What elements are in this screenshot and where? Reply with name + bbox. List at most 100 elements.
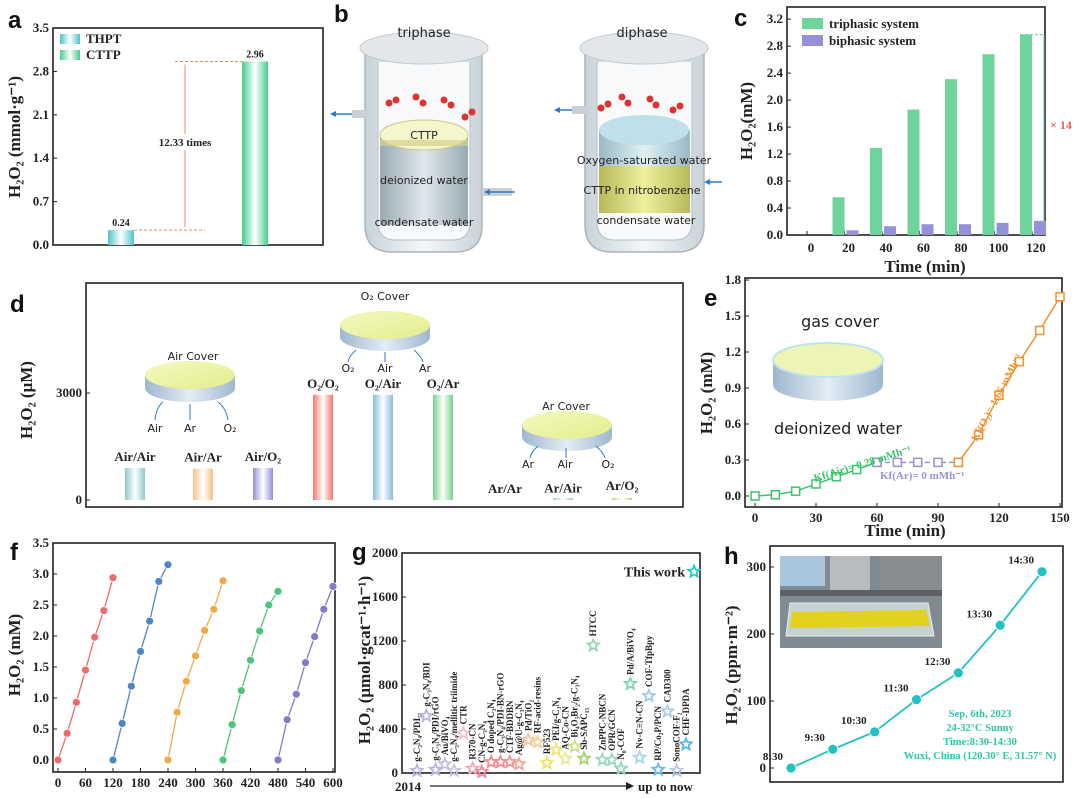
y-tick-label: 2.5	[33, 597, 50, 612]
y-tick-label: 0.9	[725, 380, 742, 395]
bar-biphasic	[884, 226, 896, 235]
data-point	[108, 755, 118, 765]
data-marker	[973, 430, 984, 440]
bar-biphasic	[1034, 220, 1046, 235]
material-label: g-C₃N₄/BDI	[421, 662, 431, 707]
data-point	[227, 720, 237, 730]
cttp-edge	[380, 140, 468, 146]
photo-yellow-film	[790, 610, 930, 628]
y-tick-label: 3.2	[767, 11, 783, 26]
photo-sky	[780, 556, 825, 586]
data-point	[911, 694, 922, 706]
material-label: O doped C₃N₄	[486, 699, 496, 753]
oxygen-saturated-water-label: Oxygen-saturated water	[577, 154, 712, 167]
material-label: Ag@U-g-C₃N₄	[514, 700, 524, 755]
legend-swatch	[802, 35, 823, 46]
arrow-head	[330, 111, 336, 117]
data-point	[90, 632, 100, 642]
data-marker	[872, 457, 882, 468]
bar-category-label: Air/Air	[114, 449, 155, 464]
bar-triphasic	[907, 109, 920, 235]
inset-gas-label: O₂	[341, 362, 354, 375]
data-star	[622, 675, 639, 691]
x-tick-label: 420	[241, 775, 261, 790]
data-point	[301, 658, 310, 668]
material-label: Pd/A/BiVO₄	[625, 628, 635, 675]
data-point	[126, 681, 136, 691]
y-tick-label: 0.0	[33, 752, 49, 767]
plot-frame	[401, 552, 701, 774]
bar	[193, 468, 213, 500]
y-tick-label: 1600	[372, 589, 398, 604]
y-tick-label: 3000	[56, 385, 82, 400]
data-point	[218, 576, 228, 586]
condensate-water-label: condensate water	[375, 216, 474, 229]
outlet-port	[352, 110, 366, 118]
data-marker	[811, 479, 821, 489]
panel-label-f: f	[10, 539, 19, 566]
cttp-in-nitrobenzene-label: CTTP in nitrobenzene	[584, 184, 701, 197]
data-point	[145, 616, 155, 626]
data-point	[172, 707, 182, 717]
legend-label: triphasic system	[829, 16, 919, 31]
data-marker	[770, 490, 781, 500]
arrow-head	[626, 782, 634, 790]
inset-title: Ar Cover	[542, 400, 590, 413]
y-axis-label: H₂O₂ (ppm·m⁻²)	[722, 605, 741, 724]
condensate-water-label: condensate water	[597, 214, 696, 227]
inset-gas-label: Ar	[419, 362, 432, 375]
panel-label-c: c	[734, 5, 747, 32]
disc-top	[522, 411, 612, 439]
data-point	[236, 686, 246, 695]
data-marker	[750, 491, 760, 501]
x-tick-label: 60	[79, 775, 92, 790]
material-label: CHF-DPDA	[681, 688, 691, 735]
ar-cover-inset: Ar Cover Ar Air O₂	[522, 400, 615, 471]
data-marker	[1055, 292, 1065, 302]
bar-triphasic	[1020, 34, 1032, 236]
air-cover-inset: Air Cover Air Ar O₂	[145, 350, 237, 435]
bar-category-label: Ar/Air	[544, 480, 582, 495]
panel-label-g: g	[352, 539, 367, 566]
cttp-label: CTTP	[410, 129, 438, 142]
inset-gas-label: Air	[147, 422, 163, 435]
y-tick-label: 0	[760, 760, 767, 775]
y-axis-label: H₂O₂ (μM)	[17, 361, 36, 439]
beaker-lid	[579, 31, 709, 65]
y-axis-label: H₂O₂ (mM)	[697, 352, 716, 434]
data-point	[62, 728, 72, 738]
bar-category-label: Air/Ar	[184, 450, 222, 465]
x-end-label: up to now	[638, 779, 694, 794]
x-tick-label: 540	[296, 775, 316, 790]
material-label: PEI/g-C₃N₄	[551, 697, 561, 741]
panel-c-chart: 0.0 0.4 0.8 1.2 1.6 2.0 2.4 2.8 3.2 H₂O₂(mM) 0 20 40…	[737, 6, 1072, 276]
data-marker	[892, 457, 903, 468]
bar	[553, 498, 573, 500]
data-point	[200, 626, 210, 635]
bar-biphasic	[921, 224, 934, 235]
oxygen-molecules	[385, 93, 476, 121]
data-star	[409, 762, 425, 778]
y-tick-label: 100	[747, 693, 767, 708]
data-marker	[1014, 356, 1025, 367]
y-axis-label: H₂O₂(mM)	[737, 82, 756, 160]
arrow-head	[484, 189, 490, 195]
y-tick-label: 800	[379, 677, 399, 692]
material-label: R370-CN	[468, 723, 478, 759]
plot-frame	[52, 27, 324, 246]
data-marker	[933, 457, 943, 468]
x-tick-label: 100	[989, 240, 1009, 255]
data-star	[538, 754, 555, 770]
y-axis-label: H₂O₂ (mM)	[5, 614, 24, 696]
bar-biphasic	[996, 222, 1009, 235]
material-label: AQ-Co-CN	[560, 706, 570, 750]
material-label: CN-g-C₃N₄	[477, 721, 487, 763]
x-tick-label: 600	[323, 775, 343, 790]
y-tick-label: 1.0	[33, 690, 49, 705]
data-point	[53, 755, 63, 765]
y-tick-label: 1.2	[725, 344, 741, 359]
bar-triphasic	[832, 197, 845, 235]
data-point	[994, 619, 1006, 631]
data-point	[81, 665, 90, 675]
deionized-water-label: deionized water	[774, 419, 902, 438]
